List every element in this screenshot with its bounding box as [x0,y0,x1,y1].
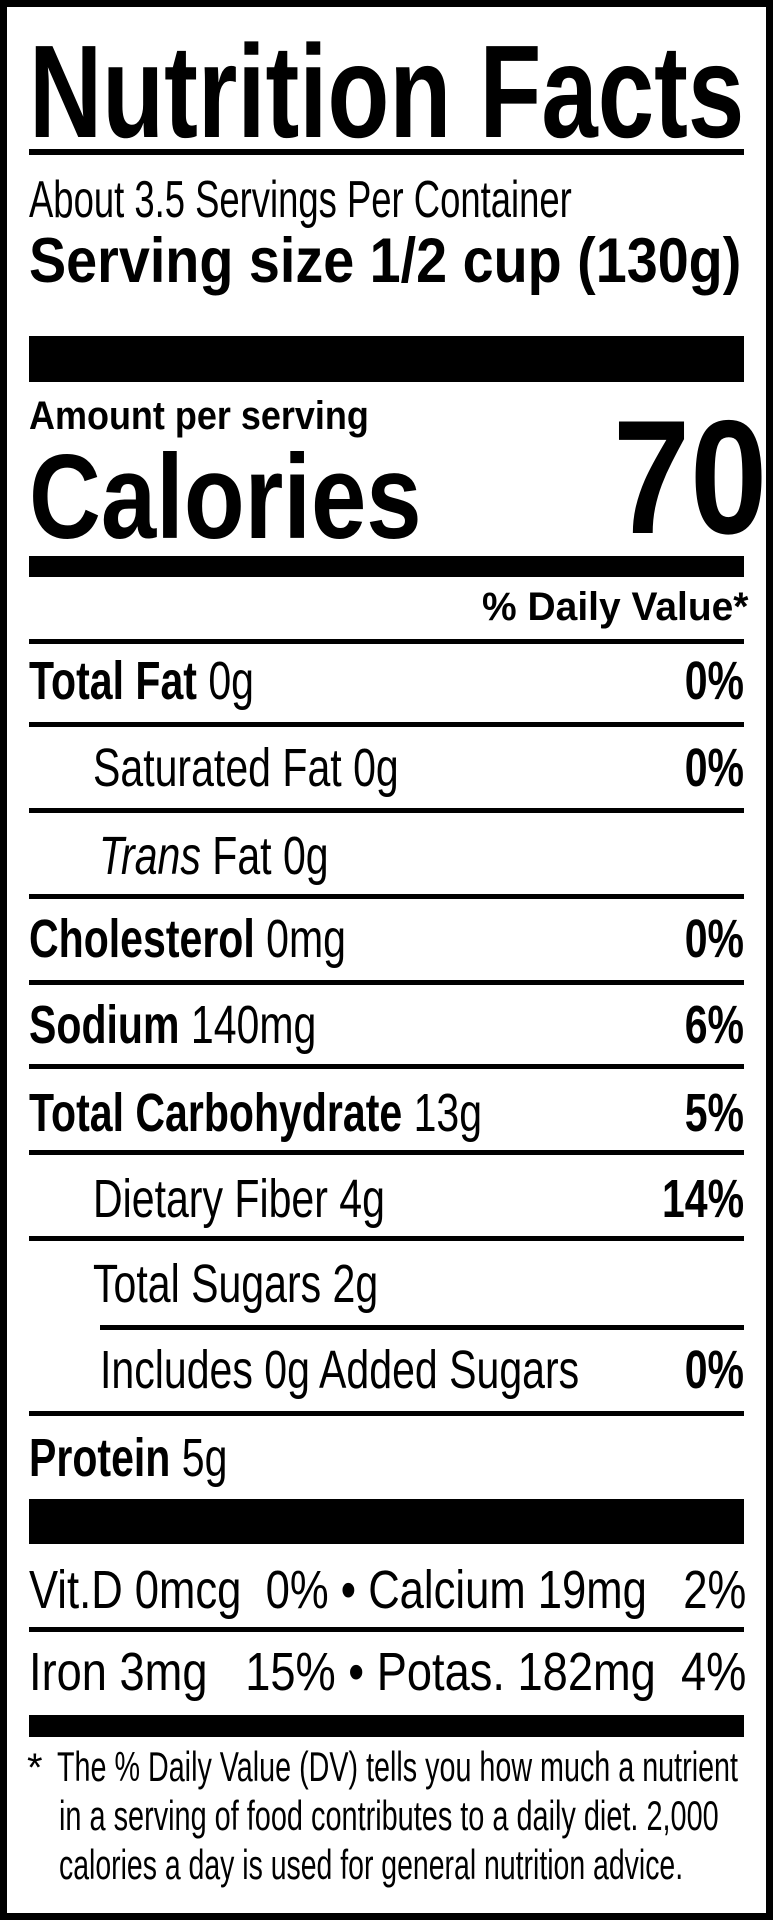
row-vitamin-d-calcium: Vit.D 0mcg 0% • Calcium 19mg 2% [29,1563,746,1617]
nutrient-dv: 14% [661,1169,744,1229]
divider [29,894,744,899]
nutrient-dv: 5% [684,1083,744,1143]
divider [29,1627,744,1632]
label-title: Nutrition Facts [29,18,745,165]
row-protein: Protein 5g [29,1431,744,1491]
row-added-sugars: Includes 0g Added Sugars 0% [29,1343,744,1403]
row-dietary-fiber: Dietary Fiber 4g 14% [29,1172,744,1232]
footnote-line: in a serving of food contributes to a da… [59,1792,719,1839]
nutrient-dv: 0% [684,909,744,969]
divider [29,639,744,644]
row-trans-fat: Trans Fat 0g [29,829,744,889]
calories-label: Calories [29,430,422,564]
calcium: Calcium 19mg 2% [368,1560,747,1620]
nutrient-dv: 0% [684,651,744,711]
nutrient-amount: 13g [402,1083,483,1143]
footnote-asterisk: * [27,1746,43,1790]
nutrient-name: Total Sugars 2g [93,1254,379,1314]
row-cholesterol: Cholesterol 0mg 0% [29,912,744,972]
nutrient-name: Fat 0g [200,826,329,886]
nutrient-name: Total Fat [29,651,197,711]
divider [29,149,744,155]
row-total-carbohydrate: Total Carbohydrate 13g 5% [29,1086,744,1146]
vitamin-d: Vit.D 0mcg 0% [29,1560,329,1620]
nutrient-name: Cholesterol [29,909,255,969]
divider [29,1064,744,1069]
thick-bar [29,1499,744,1544]
nutrient-amount: 0mg [254,909,347,969]
divider [29,1236,744,1241]
nutrient-name: Sodium [29,995,180,1055]
row-total-fat: Total Fat 0g 0% [29,654,744,714]
bullet: • [340,1560,357,1620]
medium-bar [29,556,744,577]
daily-value-header: % Daily Value* [482,585,749,629]
divider [29,980,744,985]
nutrient-amount: 0g [196,651,255,711]
iron: Iron 3mg 15% [29,1642,336,1702]
nutrient-amount: 140mg [179,995,317,1055]
divider [29,1411,744,1416]
amount-per-serving: Amount per serving [29,394,369,438]
row-sodium: Sodium 140mg 6% [29,998,744,1058]
nutrient-dv: 0% [684,1340,744,1400]
nutrient-name: Protein [29,1428,171,1488]
divider [100,1325,744,1330]
thick-bar [29,336,744,382]
row-iron-potassium: Iron 3mg 15% • Potas. 182mg 4% [29,1645,746,1699]
servings-per-container: About 3.5 Servings Per Container [29,171,572,229]
footnote-line: calories a day is used for general nutri… [59,1841,684,1888]
nutrient-dv: 0% [684,738,744,798]
divider [29,808,744,813]
medium-bar [29,1715,744,1737]
divider [29,722,744,727]
footnote-line: The % Daily Value (DV) tells you how muc… [57,1743,738,1790]
nutrient-name: Dietary Fiber 4g [93,1169,385,1229]
nutrient-name: Saturated Fat 0g [93,738,399,798]
divider [29,1150,744,1155]
nutrient-name: Total Carbohydrate [29,1083,403,1143]
bullet: • [348,1642,365,1702]
potassium: Potas. 182mg 4% [376,1642,747,1702]
serving-size: Serving size 1/2 cup (130g) [29,226,742,296]
nutrient-name: Includes 0g Added Sugars [100,1340,580,1400]
row-saturated-fat: Saturated Fat 0g 0% [29,741,744,801]
nutrient-amount: 5g [170,1428,228,1488]
nutrient-dv: 6% [684,995,744,1055]
row-total-sugars: Total Sugars 2g [29,1257,744,1317]
calories-value: 70 [613,387,768,568]
nutrient-name-italic: Trans [99,826,201,886]
